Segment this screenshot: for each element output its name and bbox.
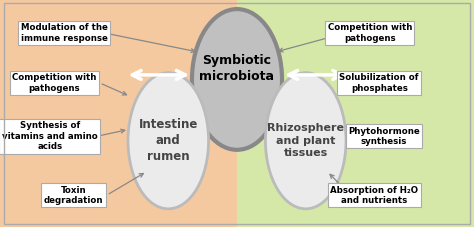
Text: Intestine
and
rumen: Intestine and rumen: [138, 118, 198, 163]
Text: Competition with
pathogens: Competition with pathogens: [328, 23, 412, 43]
Text: Competition with
pathogens: Competition with pathogens: [12, 73, 97, 93]
Text: Rhizosphere
and plant
tissues: Rhizosphere and plant tissues: [267, 123, 344, 158]
Text: Solubilization of
phosphates: Solubilization of phosphates: [339, 73, 419, 93]
Ellipse shape: [192, 9, 282, 150]
Text: Synthesis of
vitamins and amino
acids: Synthesis of vitamins and amino acids: [2, 121, 98, 151]
Text: Toxin
degradation: Toxin degradation: [44, 185, 103, 205]
Text: Phytohormone
synthesis: Phytohormone synthesis: [348, 126, 420, 146]
Ellipse shape: [265, 73, 346, 209]
Ellipse shape: [128, 73, 209, 209]
Bar: [0, 0, 237, 227]
Text: Absorption of H₂O
and nutrients: Absorption of H₂O and nutrients: [330, 185, 419, 205]
Text: Modulation of the
immune response: Modulation of the immune response: [20, 23, 108, 43]
Bar: [237, 0, 474, 227]
Text: Symbiotic
microbiota: Symbiotic microbiota: [200, 54, 274, 83]
